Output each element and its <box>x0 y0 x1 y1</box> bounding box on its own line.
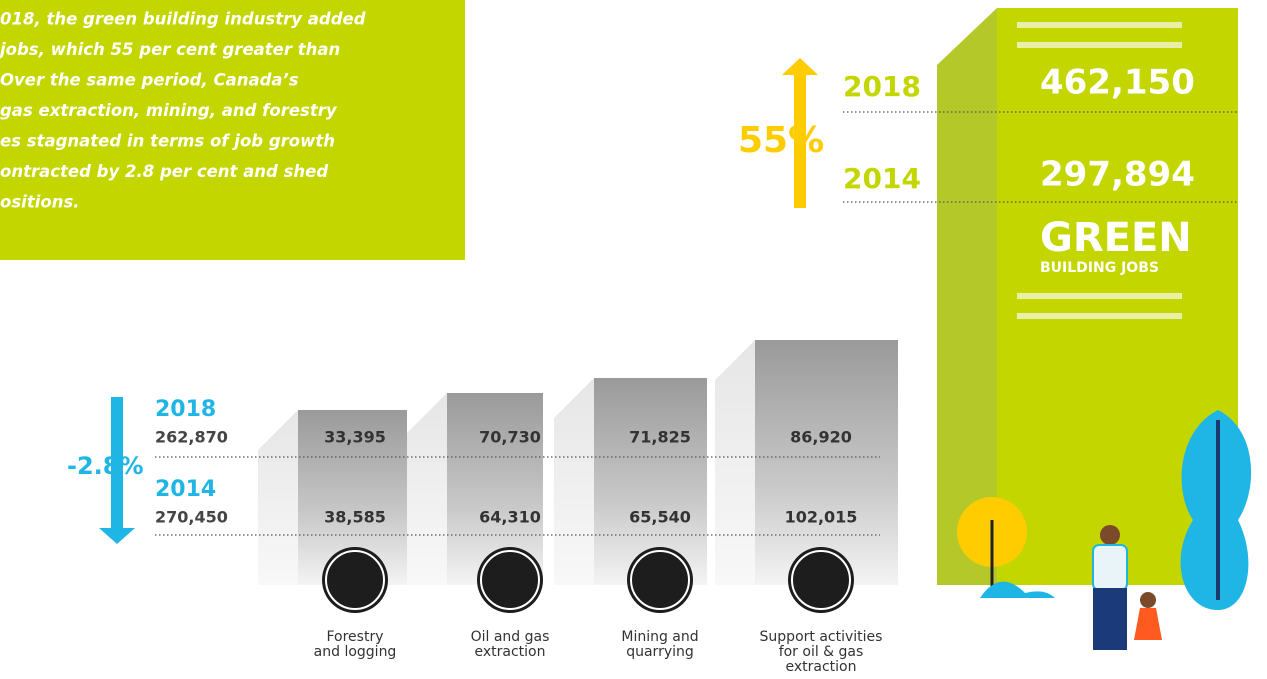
sector-name: and logging <box>314 644 397 660</box>
sector-value: 71,825 <box>629 428 691 447</box>
sector-value: 33,395 <box>324 428 386 447</box>
sector-value: 86,920 <box>790 428 852 447</box>
stripe <box>1017 293 1182 299</box>
green-year: 2018 <box>843 70 921 103</box>
resource-percent: -2.8% <box>67 452 144 480</box>
up-arrow-head <box>782 58 818 75</box>
resource-total: 270,450 <box>155 508 228 527</box>
intro-line: 018, the green building industry added <box>0 10 366 29</box>
sector-name: quarrying <box>626 644 694 660</box>
stripe <box>1017 313 1182 319</box>
sector-value: 64,310 <box>479 508 541 527</box>
sector-icon-ring <box>630 550 690 610</box>
intro-line: ositions. <box>0 193 80 212</box>
green-title: GREEN <box>1040 215 1192 261</box>
sector-icon <box>322 547 388 613</box>
resource-year: 2014 <box>155 477 216 502</box>
column-shadow <box>554 378 594 585</box>
sector-icon-ring <box>791 550 851 610</box>
block-side <box>937 8 997 585</box>
column-shadow <box>258 410 298 585</box>
sector-name: for oil & gas <box>779 644 864 660</box>
decoration <box>957 410 1252 650</box>
intro-line: ontracted by 2.8 per cent and shed <box>0 162 328 181</box>
stripe <box>1017 22 1182 28</box>
sector-name: Mining and <box>621 629 698 645</box>
green-value: 297,894 <box>1040 155 1195 195</box>
sector-icon <box>477 547 543 613</box>
green-percent: 55% <box>738 120 824 161</box>
column-shadow <box>407 393 447 585</box>
sector-name: Oil and gas <box>471 629 550 645</box>
intro-line: gas extraction, mining, and forestry <box>0 101 338 120</box>
sector-value: 38,585 <box>324 508 386 527</box>
sector-name: Support activities <box>760 629 883 645</box>
sector-name: Forestry <box>326 629 383 645</box>
sector-name: extraction <box>786 659 857 675</box>
sector-icon-ring <box>480 550 540 610</box>
intro-line: Over the same period, Canada’s <box>0 71 299 90</box>
resource-year: 2018 <box>155 397 216 422</box>
intro-line: jobs, which 55 per cent greater than <box>0 40 340 59</box>
stripe <box>1017 42 1182 48</box>
sector-icon <box>627 547 693 613</box>
green-value: 462,150 <box>1040 63 1195 103</box>
sector-icon <box>788 547 854 613</box>
sector-name: extraction <box>475 644 546 660</box>
sector-value: 70,730 <box>479 428 541 447</box>
sector-value: 65,540 <box>629 508 691 527</box>
column-shadow <box>715 340 755 585</box>
resource-total: 262,870 <box>155 428 228 447</box>
down-arrow-head <box>99 528 135 544</box>
sector-icon-ring <box>325 550 385 610</box>
column <box>755 340 898 585</box>
green-year: 2014 <box>843 162 921 195</box>
green-subtitle: BUILDING JOBS <box>1040 260 1159 276</box>
intro-text: 018, the green building industry added j… <box>0 10 366 212</box>
intro-line: es stagnated in terms of job growth <box>0 132 335 151</box>
intro-box <box>0 0 465 260</box>
sector-value: 102,015 <box>785 508 858 527</box>
